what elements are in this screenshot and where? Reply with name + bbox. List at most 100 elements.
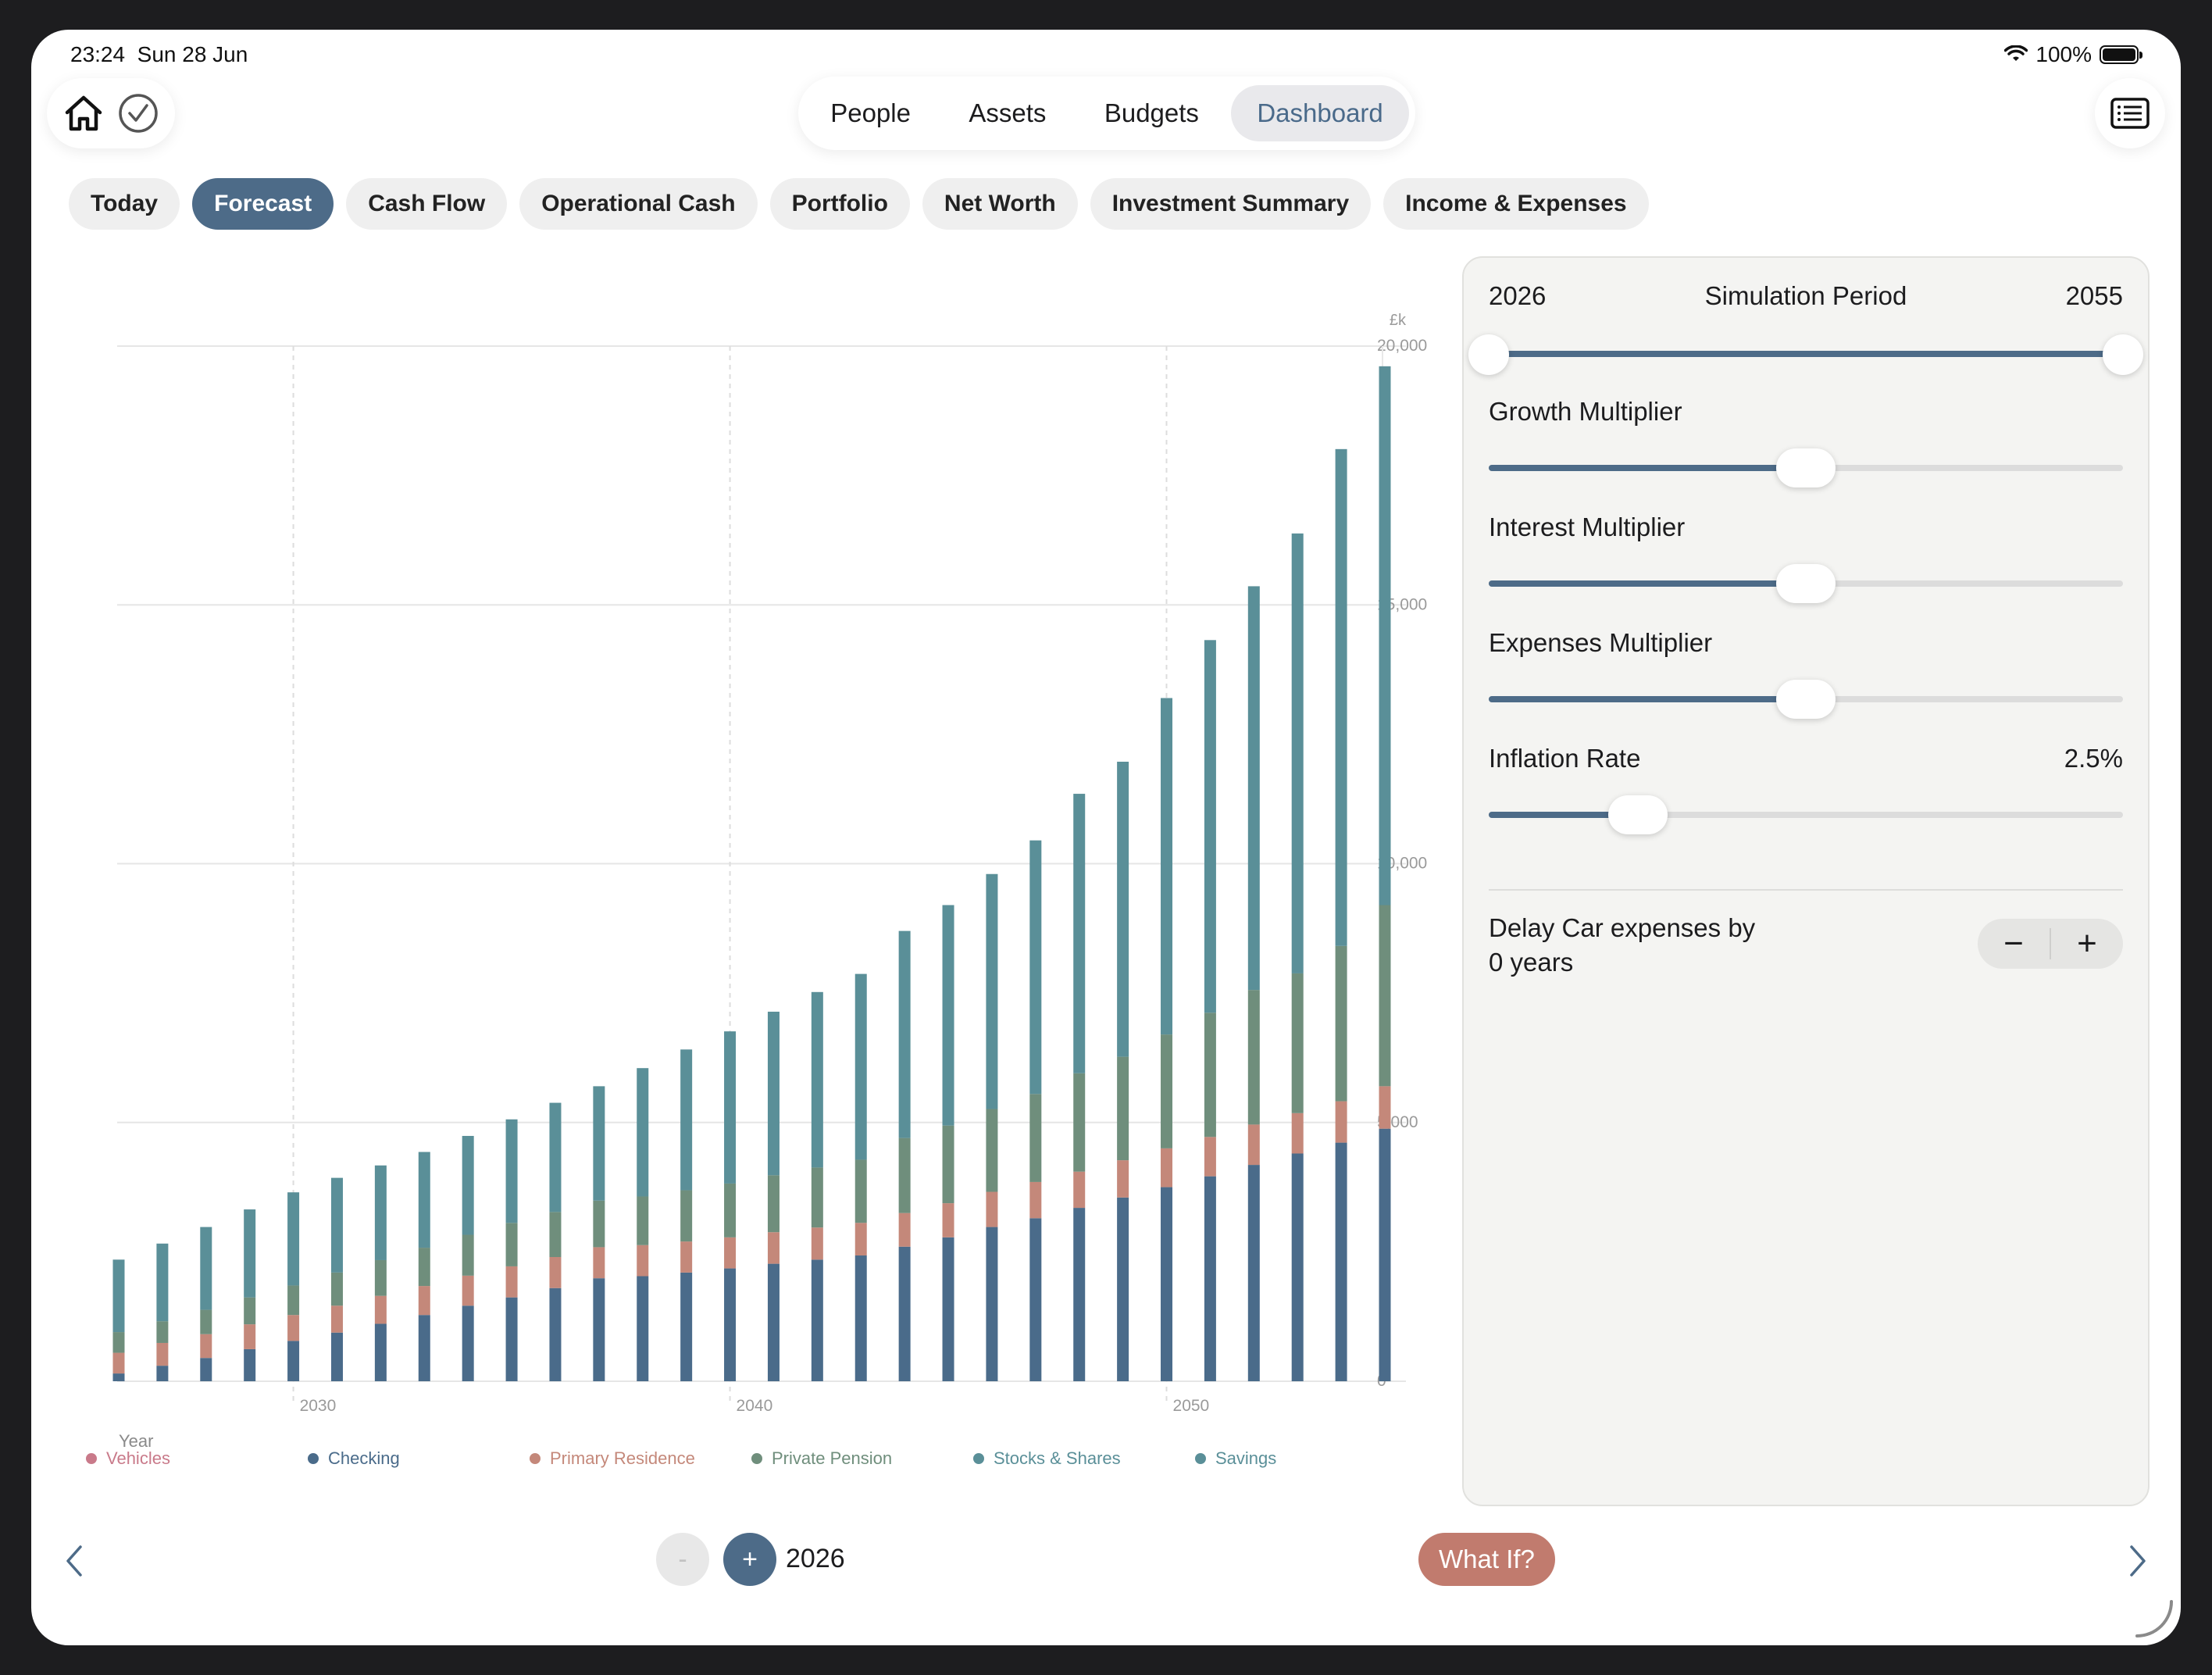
previous-page-button[interactable] (52, 1538, 98, 1584)
bar-segment-private-pension (811, 1167, 823, 1228)
bar-segment-checking (1161, 1187, 1173, 1381)
year-increment-button[interactable]: + (723, 1533, 776, 1586)
tab-assets[interactable]: Assets (969, 98, 1047, 127)
legend-item: Stocks & Shares (973, 1448, 1121, 1469)
home-button[interactable] (60, 90, 107, 137)
chevron-left-icon (66, 1545, 82, 1577)
bar-segment-checking (1291, 1153, 1304, 1381)
status-indicators: 100% (2004, 42, 2142, 67)
bar-segment-stocks-shares (811, 991, 823, 1168)
bar-segment-checking (418, 1315, 430, 1381)
bar-segment-primary-residence (986, 1191, 998, 1227)
bar-segment-checking (1029, 1218, 1042, 1381)
stepper-increment-button[interactable]: + (2077, 924, 2097, 962)
bar-segment-private-pension (593, 1200, 605, 1248)
bar-segment-checking (1117, 1197, 1129, 1381)
stepper-decrement-button[interactable]: − (2003, 924, 2024, 962)
expenses-thumb[interactable] (1776, 680, 1836, 719)
bar-segment-private-pension (462, 1234, 474, 1276)
legend-swatch (308, 1453, 319, 1464)
bar-segment-private-pension (1291, 973, 1304, 1113)
battery-percent: 100% (2035, 42, 2092, 66)
bar-segment-primary-residence (1073, 1171, 1086, 1209)
next-page-button[interactable] (2114, 1538, 2160, 1584)
simulation-period-slider[interactable] (1468, 334, 2143, 375)
wifi-icon (2004, 45, 2028, 61)
checkmark-circle-icon (119, 94, 158, 133)
bar-segment-stocks-shares (462, 1135, 474, 1235)
bar-segment-primary-residence (418, 1286, 430, 1316)
tab-budgets[interactable]: Budgets (1104, 98, 1199, 127)
expenses-multiplier-slider[interactable] (1489, 680, 2123, 719)
bar-segment-stocks-shares (724, 1031, 737, 1184)
legend-swatch (751, 1453, 762, 1464)
bar-segment-stocks-shares (1291, 533, 1304, 973)
tab-dashboard[interactable]: Dashboard (1231, 85, 1409, 141)
interest-multiplier-label: Interest Multiplier (1489, 512, 1686, 541)
what-if-button[interactable]: What If? (1418, 1533, 1555, 1586)
delay-car-expenses-text: Delay Car expenses by 0 years (1489, 911, 2123, 980)
delay-car-years: 0 years (1489, 948, 1574, 977)
growth-thumb[interactable] (1776, 448, 1836, 488)
bar-segment-checking (244, 1348, 256, 1381)
bar-segment-stocks-shares (1117, 761, 1129, 1057)
pill-forecast[interactable]: Forecast (192, 178, 334, 230)
bar-segment-private-pension (1117, 1056, 1129, 1161)
main-nav-tabs: People Assets Budgets Dashboard (798, 77, 1415, 150)
pill-portfolio[interactable]: Portfolio (769, 178, 910, 230)
interest-thumb[interactable] (1776, 564, 1836, 603)
inflation-thumb[interactable] (1607, 795, 1668, 834)
check-button[interactable] (115, 90, 162, 137)
tab-people[interactable]: People (830, 98, 911, 127)
y-unit-label: £k (1390, 312, 1407, 329)
legend-item: Primary Residence (530, 1448, 695, 1469)
pill-income-expenses[interactable]: Income & Expenses (1383, 178, 1649, 230)
status-clock: 23:24 Sun 28 Jun (70, 42, 248, 67)
bar-segment-private-pension (724, 1183, 737, 1238)
x-axis-title: Year (119, 1431, 153, 1451)
bar-segment-checking (374, 1323, 387, 1381)
bar-segment-private-pension (1379, 905, 1391, 1087)
bar-segment-primary-residence (549, 1257, 562, 1288)
x-tick-label: 2040 (737, 1397, 773, 1415)
bar-segment-stocks-shares (287, 1192, 300, 1286)
bar-segment-stocks-shares (244, 1209, 256, 1298)
pill-cash-flow[interactable]: Cash Flow (346, 178, 508, 230)
bar-segment-stocks-shares (854, 973, 867, 1160)
list-view-button[interactable] (2095, 78, 2165, 148)
bar-segment-primary-residence (1335, 1101, 1347, 1143)
app-screen: 23:24 Sun 28 Jun 100% People Assets Budget… (31, 30, 2181, 1645)
pill-operational-cash[interactable]: Operational Cash (519, 178, 758, 230)
chevron-right-icon (2130, 1545, 2146, 1577)
bar-segment-private-pension (549, 1212, 562, 1257)
pill-today[interactable]: Today (69, 178, 180, 230)
bar-segment-checking (112, 1373, 125, 1381)
status-date: Sun 28 Jun (137, 42, 248, 66)
growth-multiplier-slider[interactable] (1489, 448, 2123, 488)
legend-swatch (530, 1453, 541, 1464)
bar-segment-checking (505, 1297, 518, 1381)
interest-multiplier-slider[interactable] (1489, 564, 2123, 603)
bar-segment-private-pension (986, 1109, 998, 1192)
bar-segment-checking (156, 1366, 169, 1381)
bar-segment-stocks-shares (680, 1049, 693, 1191)
inflation-rate-slider[interactable] (1489, 795, 2123, 834)
sim-start-thumb[interactable] (1468, 334, 1509, 375)
bar-segment-primary-residence (156, 1342, 169, 1366)
bar-segment-private-pension (942, 1125, 954, 1204)
delay-car-label: Delay Car expenses by (1489, 913, 1756, 942)
bar-segment-private-pension (1073, 1073, 1086, 1172)
year-decrement-button[interactable]: - (656, 1533, 709, 1586)
legend-item: Private Pension (751, 1448, 892, 1469)
bar-segment-primary-residence (593, 1247, 605, 1279)
sim-end-thumb[interactable] (2103, 334, 2143, 375)
pill-net-worth[interactable]: Net Worth (922, 178, 1078, 230)
bar-segment-stocks-shares (200, 1227, 212, 1310)
pill-investment-summary[interactable]: Investment Summary (1090, 178, 1372, 230)
legend-item: Vehicles (86, 1448, 170, 1469)
bar-segment-primary-residence (854, 1223, 867, 1256)
legend-label: Vehicles (106, 1448, 170, 1468)
battery-icon (2100, 45, 2142, 64)
dashboard-view-pills: Today Forecast Cash Flow Operational Cash Po… (69, 178, 1649, 230)
bar-segment-stocks-shares (1161, 698, 1173, 1035)
